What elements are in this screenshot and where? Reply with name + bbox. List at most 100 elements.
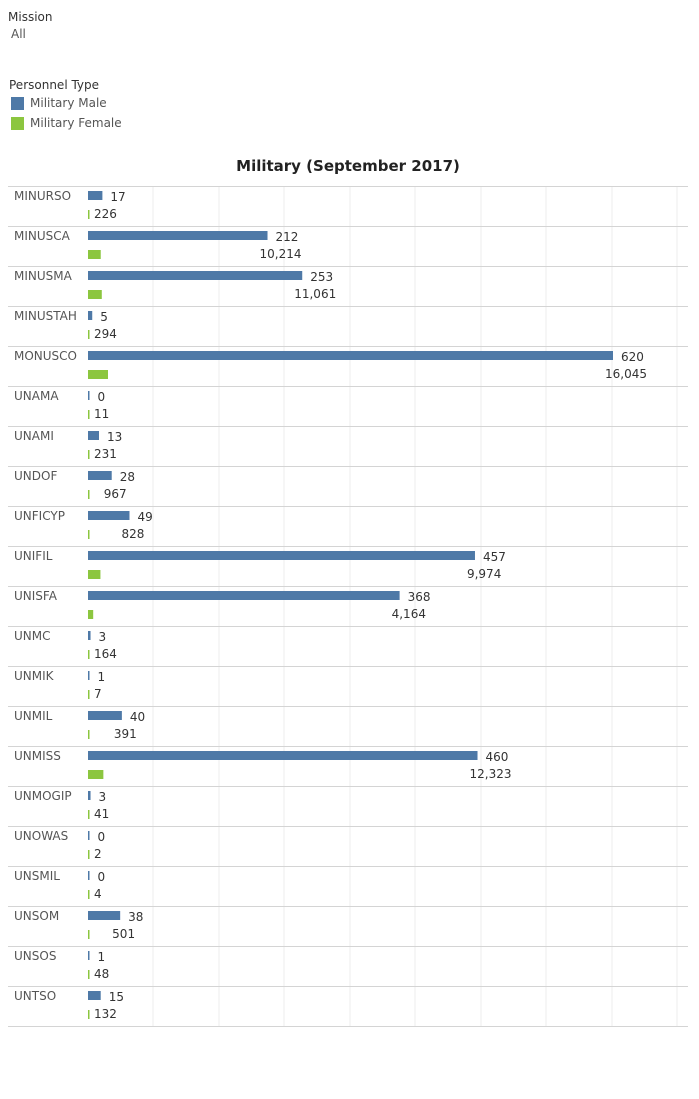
bar-male-unama [88, 391, 90, 400]
bar-female-unmiss [88, 770, 104, 779]
value-label-female-unisfa: 4,164 [392, 607, 426, 621]
value-label-female-minusma: 11,061 [294, 287, 336, 301]
bar-female-unmil [88, 730, 90, 739]
bar-female-minusma [88, 290, 102, 299]
value-label-male-unowas: 0 [98, 830, 106, 844]
category-label-monusco: MONUSCO [14, 349, 77, 363]
category-label-unmil: UNMIL [14, 709, 53, 723]
bar-female-minurso [88, 210, 90, 219]
value-label-male-minurso: 17 [110, 190, 125, 204]
bar-male-unowas [88, 831, 90, 840]
bar-male-unficyp [88, 511, 130, 520]
bar-female-unami [88, 450, 90, 459]
legend-label-female: Military Female [30, 116, 122, 130]
value-label-male-unmiss: 460 [486, 750, 509, 764]
category-label-unsos: UNSOS [14, 949, 56, 963]
bar-male-unmc [88, 631, 91, 640]
chart-title: Military (September 2017) [236, 157, 460, 175]
category-label-unifil: UNIFIL [14, 549, 53, 563]
mission-filter-value[interactable]: All [11, 27, 26, 41]
value-label-female-minustah: 294 [94, 327, 117, 341]
bar-male-unisfa [88, 591, 400, 600]
value-label-male-unsmil: 0 [98, 870, 106, 884]
bar-female-monusco [88, 370, 108, 379]
bar-male-unami [88, 431, 100, 440]
value-label-male-unsos: 1 [98, 950, 106, 964]
value-label-female-unifil: 9,974 [467, 567, 501, 581]
value-label-male-unmil: 40 [130, 710, 145, 724]
value-label-female-unama: 11 [94, 407, 109, 421]
bar-male-unmogip [88, 791, 91, 800]
bar-female-unsos [88, 970, 90, 979]
bar-male-monusco [88, 351, 613, 360]
category-label-unmiss: UNMISS [14, 749, 61, 763]
category-label-unsmil: UNSMIL [14, 869, 60, 883]
value-label-female-untso: 132 [94, 1007, 117, 1021]
bar-female-unama [88, 410, 90, 419]
value-label-female-unficyp: 828 [121, 527, 144, 541]
bar-female-undof [88, 490, 90, 499]
value-label-female-unami: 231 [94, 447, 117, 461]
bar-female-unifil [88, 570, 101, 579]
value-label-female-unmiss: 12,323 [470, 767, 512, 781]
category-label-unficyp: UNFICYP [14, 509, 65, 523]
bar-male-untso [88, 991, 101, 1000]
bar-female-unowas [88, 850, 90, 859]
value-label-female-unmogip: 41 [94, 807, 109, 821]
bar-female-unisfa [88, 610, 94, 619]
bar-male-unmil [88, 711, 122, 720]
value-label-female-minurso: 226 [94, 207, 117, 221]
value-label-female-unowas: 2 [94, 847, 102, 861]
value-label-female-undof: 967 [104, 487, 127, 501]
bar-female-unmc [88, 650, 90, 659]
value-label-male-untso: 15 [109, 990, 124, 1004]
bar-female-unmik [88, 690, 90, 699]
category-label-minusma: MINUSMA [14, 269, 73, 283]
value-label-male-minustah: 5 [100, 310, 108, 324]
bar-male-unmiss [88, 751, 478, 760]
value-label-male-unami: 13 [107, 430, 122, 444]
category-label-undof: UNDOF [14, 469, 57, 483]
legend-label-male: Military Male [30, 96, 107, 110]
value-label-male-undof: 28 [120, 470, 135, 484]
bar-male-unifil [88, 551, 475, 560]
bar-male-minurso [88, 191, 103, 200]
category-label-unowas: UNOWAS [14, 829, 68, 843]
bar-female-untso [88, 1010, 90, 1019]
value-label-male-minusca: 212 [276, 230, 299, 244]
value-label-female-unsos: 48 [94, 967, 109, 981]
legend-item-military-female[interactable]: Military Female [11, 115, 122, 131]
bar-female-minusca [88, 250, 101, 259]
category-label-unsom: UNSOM [14, 909, 59, 923]
bar-male-minusca [88, 231, 268, 240]
value-label-male-minusma: 253 [310, 270, 333, 284]
value-label-male-unama: 0 [98, 390, 106, 404]
value-label-male-unmogip: 3 [99, 790, 107, 804]
mission-filter-title: Mission [8, 10, 53, 24]
legend-swatch-female [11, 116, 24, 130]
value-label-male-unmik: 1 [98, 670, 106, 684]
bar-female-unmogip [88, 810, 90, 819]
value-label-male-unifil: 457 [483, 550, 506, 564]
bar-male-minustah [88, 311, 93, 320]
category-label-unmc: UNMC [14, 629, 51, 643]
category-label-unmogip: UNMOGIP [14, 789, 72, 803]
bar-female-unsom [88, 930, 90, 939]
legend-item-military-male[interactable]: Military Male [11, 95, 107, 111]
legend-title: Personnel Type [9, 78, 100, 92]
value-label-female-unmil: 391 [114, 727, 137, 741]
value-label-female-monusco: 16,045 [605, 367, 647, 381]
value-label-female-unsmil: 4 [94, 887, 102, 901]
category-label-minurso: MINURSO [14, 189, 71, 203]
category-label-minusca: MINUSCA [14, 229, 71, 243]
legend-swatch-male [11, 96, 24, 110]
category-label-unisfa: UNISFA [14, 589, 58, 603]
category-label-unama: UNAMA [14, 389, 59, 403]
value-label-female-unsom: 501 [112, 927, 135, 941]
bar-male-undof [88, 471, 112, 480]
value-label-male-unficyp: 49 [137, 510, 152, 524]
bar-female-unsmil [88, 890, 90, 899]
value-label-female-unmik: 7 [94, 687, 102, 701]
category-label-unami: UNAMI [14, 429, 54, 443]
